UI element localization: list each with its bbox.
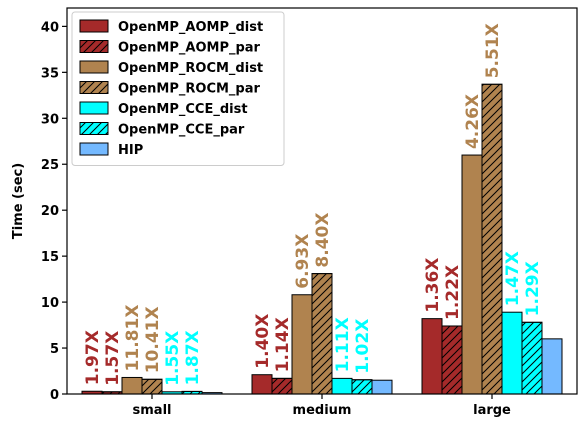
legend-box (71, 11, 285, 166)
bar-hatch-OpenMP_AOMP_par-large (441, 325, 463, 395)
y-axis: 0 5 10 15 20 25 30 35 40 (41, 20, 67, 403)
y-tick-label: 40 (41, 20, 59, 35)
legend-swatch-HIP (79, 142, 109, 156)
legend-label-OpenMP_AOMP_dist: OpenMP_AOMP_dist (118, 20, 263, 35)
data-label-OpenMP_AOMP_dist-small: 1.97X (83, 330, 103, 385)
legend-label-OpenMP_AOMP_par: OpenMP_AOMP_par (118, 41, 261, 56)
data-label-OpenMP_CCE_par-large: 1.29X (523, 261, 543, 316)
y-tick-label: 10 (41, 296, 59, 311)
data-label-OpenMP_CCE_dist-small: 1.55X (163, 331, 183, 386)
data-label-OpenMP_AOMP_par-medium: 1.14X (273, 317, 293, 372)
x-axis: small medium large (133, 394, 511, 418)
legend: OpenMP_AOMP_dist OpenMP_AOMP_par OpenMP_RO… (71, 11, 285, 166)
bar-HIP-medium (371, 379, 393, 395)
y-axis-label: Time (sec) (11, 163, 26, 239)
y-tick-label: 15 (41, 250, 59, 265)
x-tick-label: large (473, 403, 511, 418)
legend-label-OpenMP_CCE_par: OpenMP_CCE_par (118, 123, 245, 138)
data-label-OpenMP_CCE_dist-large: 1.47X (503, 251, 523, 306)
legend-label-OpenMP_ROCM_par: OpenMP_ROCM_par (118, 82, 261, 97)
data-label-OpenMP_ROCM_dist-large: 4.26X (463, 94, 483, 149)
data-labels-layer: 1.97X 1.57X 11.81X 10.41X 1.55X 1.87X 1.40X 1.1… (83, 23, 543, 386)
bar-OpenMP_AOMP_dist-large (421, 318, 443, 395)
bar-OpenMP_CCE_dist-large (501, 311, 523, 395)
bar-OpenMP_ROCM_dist-large (461, 154, 483, 395)
data-label-OpenMP_ROCM_dist-medium: 6.93X (293, 234, 313, 289)
y-tick-label: 0 (50, 388, 59, 403)
legend-label-HIP: HIP (118, 143, 143, 158)
y-tick-label: 5 (50, 342, 59, 357)
legend-label-OpenMP_ROCM_dist: OpenMP_ROCM_dist (118, 61, 263, 76)
x-tick-label: medium (293, 403, 352, 418)
bar-hatch-OpenMP_CCE_par-medium (351, 379, 373, 395)
legend-label-OpenMP_CCE_dist: OpenMP_CCE_dist (118, 102, 248, 117)
bar-hatch-OpenMP_CCE_par-large (521, 321, 543, 395)
y-tick-label: 20 (41, 204, 59, 219)
data-label-OpenMP_ROCM_dist-small: 11.81X (123, 305, 143, 372)
bar-OpenMP_AOMP_dist-medium (251, 374, 273, 395)
y-tick-label: 25 (41, 158, 59, 173)
bar-OpenMP_ROCM_dist-small (121, 376, 143, 395)
bar-hatch-OpenMP_AOMP_par-medium (271, 377, 293, 395)
bar-hatch-OpenMP_ROCM_par-medium (311, 273, 333, 395)
bar-HIP-large (541, 338, 563, 395)
data-label-OpenMP_AOMP_dist-medium: 1.40X (253, 314, 273, 369)
data-label-OpenMP_CCE_par-medium: 1.02X (353, 319, 373, 374)
data-label-OpenMP_CCE_dist-medium: 1.11X (333, 317, 353, 372)
data-label-OpenMP_AOMP_par-small: 1.57X (103, 331, 123, 386)
data-label-OpenMP_ROCM_par-medium: 8.40X (313, 213, 333, 268)
bar-OpenMP_ROCM_dist-medium (291, 294, 313, 395)
bars-layer (81, 83, 563, 395)
data-label-OpenMP_AOMP_par-large: 1.22X (443, 265, 463, 320)
y-tick-label: 30 (41, 112, 59, 127)
bar-OpenMP_CCE_dist-medium (331, 377, 353, 395)
data-label-OpenMP_ROCM_par-small: 10.41X (143, 306, 163, 373)
legend-swatch-hatch-OpenMP_CCE_par (79, 122, 109, 135)
x-tick-label: small (133, 403, 172, 418)
legend-swatch-hatch-OpenMP_AOMP_par (79, 40, 109, 53)
y-tick-label: 35 (41, 66, 59, 81)
data-label-OpenMP_ROCM_par-large: 5.51X (483, 23, 503, 78)
legend-swatch-OpenMP_ROCM_dist (79, 60, 109, 74)
data-label-OpenMP_CCE_par-small: 1.87X (183, 330, 203, 385)
legend-swatch-OpenMP_AOMP_dist (79, 19, 109, 33)
legend-swatch-OpenMP_CCE_dist (79, 101, 109, 115)
data-label-OpenMP_AOMP_dist-large: 1.36X (423, 258, 443, 313)
bar-hatch-OpenMP_ROCM_par-large (481, 83, 503, 395)
bar-hatch-OpenMP_ROCM_par-small (141, 378, 163, 395)
legend-swatch-hatch-OpenMP_ROCM_par (79, 81, 109, 94)
